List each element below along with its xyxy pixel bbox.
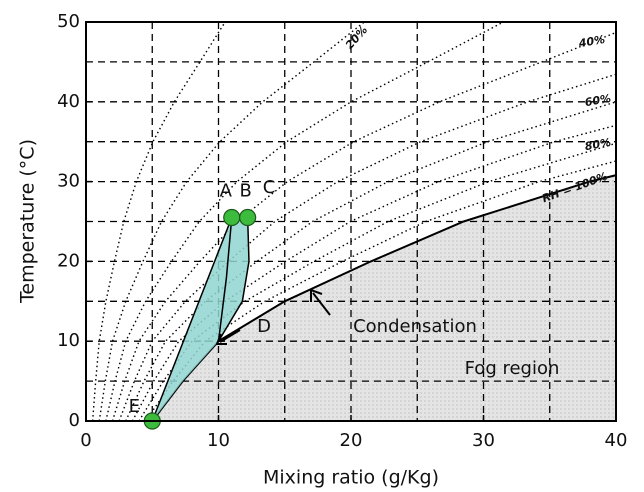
y-axis-title: Temperature (°C)	[17, 139, 39, 304]
rh-curve	[145, 160, 616, 421]
rh-label: 40%	[577, 33, 606, 51]
x-tick-label: 20	[340, 430, 363, 451]
y-tick-label: 40	[57, 91, 80, 112]
annotation: D	[257, 316, 271, 337]
x-tick-label: 10	[207, 430, 230, 451]
x-axis-title: Mixing ratio (g/Kg)	[263, 467, 439, 489]
process-line	[151, 217, 233, 422]
y-tick-label: 30	[57, 171, 80, 192]
annotation: Fog region	[465, 358, 560, 379]
annotation: Condensation	[353, 316, 477, 337]
y-tick-label: 50	[57, 11, 80, 32]
rh-curve	[131, 124, 616, 421]
process-region	[152, 217, 249, 421]
rh-label: 60%	[584, 92, 612, 109]
point	[239, 208, 257, 227]
fog-dots	[152, 22, 616, 421]
x-tick-label: 30	[472, 430, 495, 451]
annotation: C	[263, 177, 276, 198]
y-tick-label: 20	[57, 250, 80, 271]
arrow	[215, 288, 331, 345]
y-tick-label: 10	[57, 330, 80, 351]
rh-label: 20%	[343, 24, 370, 52]
point	[223, 208, 241, 227]
point-label: E	[129, 396, 140, 417]
y-tick-label: 0	[69, 410, 80, 431]
rh-label: 80%	[584, 136, 612, 153]
point-label: B	[239, 181, 251, 202]
process-line	[217, 217, 233, 342]
x-tick-label: 0	[80, 430, 91, 451]
point-label: A	[220, 181, 233, 202]
process-line	[217, 217, 250, 342]
x-tick-label: 40	[605, 430, 628, 451]
rh-curve	[125, 101, 616, 421]
rh-curve	[105, 22, 504, 421]
